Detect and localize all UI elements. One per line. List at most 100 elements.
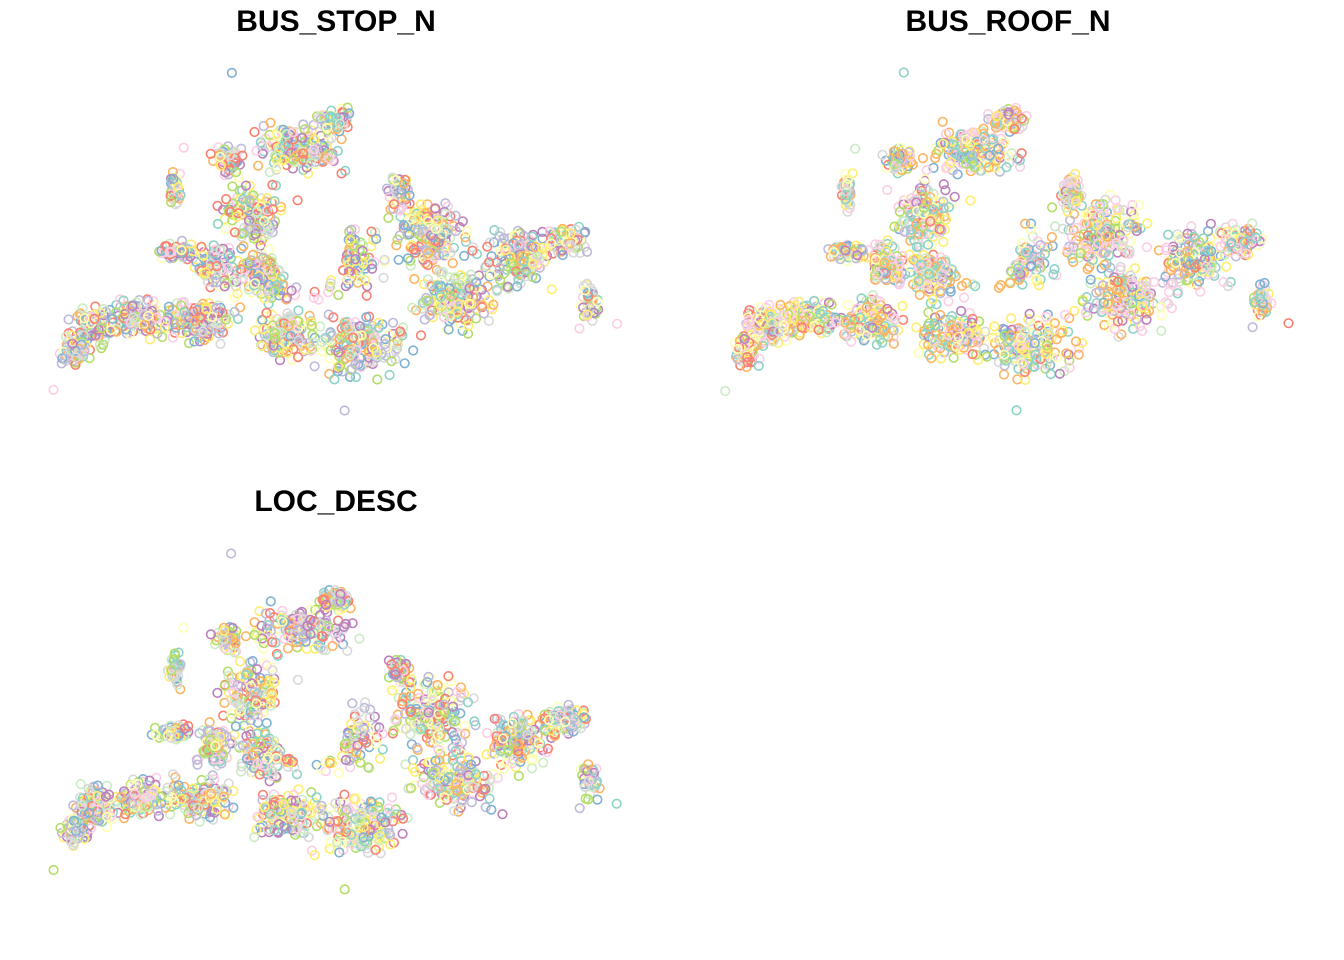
bus-stop-point <box>897 216 908 227</box>
bus-stop-point <box>361 312 372 323</box>
bus-stop-point <box>500 245 511 256</box>
bus-stop-point <box>261 717 272 729</box>
bus-stop-point <box>890 314 901 325</box>
bus-stop-point <box>302 620 313 631</box>
bus-stop-point <box>320 153 331 164</box>
bus-stop-point <box>281 754 292 765</box>
bus-stop-point <box>457 216 468 227</box>
bus-stop-point <box>913 262 924 273</box>
bus-stop-point <box>271 752 282 764</box>
bus-stop-point <box>1239 236 1251 247</box>
bus-stop-point <box>59 353 70 365</box>
bus-stop-point <box>274 342 285 353</box>
bus-stop-point <box>742 352 753 363</box>
bus-stop-point <box>65 344 76 355</box>
bus-stop-point <box>315 642 326 653</box>
bus-stop-point <box>225 253 237 264</box>
bus-stop-point <box>1105 240 1116 251</box>
bus-stop-point <box>247 739 258 750</box>
bus-stop-point <box>898 314 909 326</box>
bus-stop-point <box>775 299 786 311</box>
bus-stop-point <box>221 194 232 205</box>
bus-stop-point <box>415 199 427 210</box>
bus-stop-point <box>332 145 343 156</box>
bus-stop-point <box>1283 318 1294 329</box>
bus-stop-point <box>938 203 949 214</box>
bus-stop-point <box>812 306 824 317</box>
bus-stop-point <box>467 274 478 285</box>
bus-stop-point <box>328 312 339 323</box>
bus-stop-point <box>139 319 150 331</box>
bus-stop-point <box>231 211 243 222</box>
bus-stop-point <box>340 618 351 630</box>
bus-stop-point <box>1010 113 1021 125</box>
bus-stop-point <box>236 228 247 239</box>
bus-stop-point <box>276 316 287 327</box>
bus-stop-point <box>511 281 523 292</box>
bus-stop-point <box>98 303 109 315</box>
bus-stop-point <box>1038 241 1049 253</box>
bus-stop-point <box>354 633 365 644</box>
bus-stop-point <box>932 195 943 206</box>
bus-stop-point <box>1219 249 1231 260</box>
map-panel-bus-roof-n: BUS_ROOF_N <box>672 0 1344 480</box>
map-panel-bus-stop-n: BUS_STOP_N <box>0 0 672 480</box>
bus-stop-point <box>993 282 1005 293</box>
panel-title: BUS_ROOF_N <box>905 5 1111 38</box>
bus-stop-point <box>1068 256 1079 268</box>
bus-stop-point <box>1176 233 1187 244</box>
point-map <box>720 67 1294 416</box>
bus-stop-point <box>937 116 948 127</box>
bus-stop-point <box>464 308 475 319</box>
bus-stop-point <box>252 710 263 721</box>
bus-stop-point <box>240 631 251 642</box>
bus-stop-point <box>815 308 826 319</box>
bus-stop-point <box>1016 148 1027 159</box>
bus-stop-point <box>262 220 273 231</box>
bus-stop-point <box>841 179 852 190</box>
bus-stop-point <box>1076 337 1088 349</box>
bus-stop-point <box>269 328 280 339</box>
bus-stop-point <box>263 285 275 296</box>
bus-stop-point <box>461 226 473 237</box>
bus-stop-point <box>758 340 769 352</box>
bus-stop-point <box>924 318 935 329</box>
bus-stop-point <box>265 694 277 705</box>
bus-stop-point <box>967 127 978 138</box>
bus-stop-point <box>1080 307 1092 318</box>
bus-stop-point <box>447 258 458 269</box>
bus-stop-point <box>324 153 335 164</box>
bus-stop-point <box>471 282 482 294</box>
bus-stop-point <box>392 340 403 351</box>
bus-stop-point <box>164 247 175 258</box>
bus-stop-point <box>937 273 949 285</box>
bus-stop-point <box>167 332 178 343</box>
bus-stop-point <box>269 735 280 747</box>
bus-stop-point <box>215 338 226 350</box>
panel-title: BUS_STOP_N <box>236 5 436 38</box>
bus-stop-point <box>1045 369 1056 380</box>
bus-stop-point <box>1163 277 1174 289</box>
bus-stop-point <box>581 246 593 257</box>
bus-stop-point <box>1051 334 1062 345</box>
bus-stop-point <box>1247 218 1258 229</box>
bus-stop-point <box>970 281 981 292</box>
bus-stop-point <box>450 225 462 237</box>
bus-stop-point <box>255 672 266 683</box>
bus-stop-point <box>754 353 765 364</box>
bus-stop-point <box>1093 238 1104 249</box>
bus-stop-point <box>1017 357 1028 369</box>
bus-stop-point <box>1085 278 1096 289</box>
bus-stop-point <box>248 233 259 244</box>
bus-stop-point <box>338 265 349 276</box>
bus-stop-point <box>527 259 538 270</box>
bus-stop-point <box>369 711 380 722</box>
bus-stop-point <box>1035 240 1046 251</box>
bus-stop-point <box>238 241 249 252</box>
bus-stop-point <box>989 118 1001 129</box>
bus-stop-point <box>217 243 229 254</box>
bus-stop-point <box>249 126 260 138</box>
bus-stop-point <box>359 251 370 262</box>
bus-stop-point <box>247 249 259 260</box>
bus-stop-point <box>947 324 959 335</box>
